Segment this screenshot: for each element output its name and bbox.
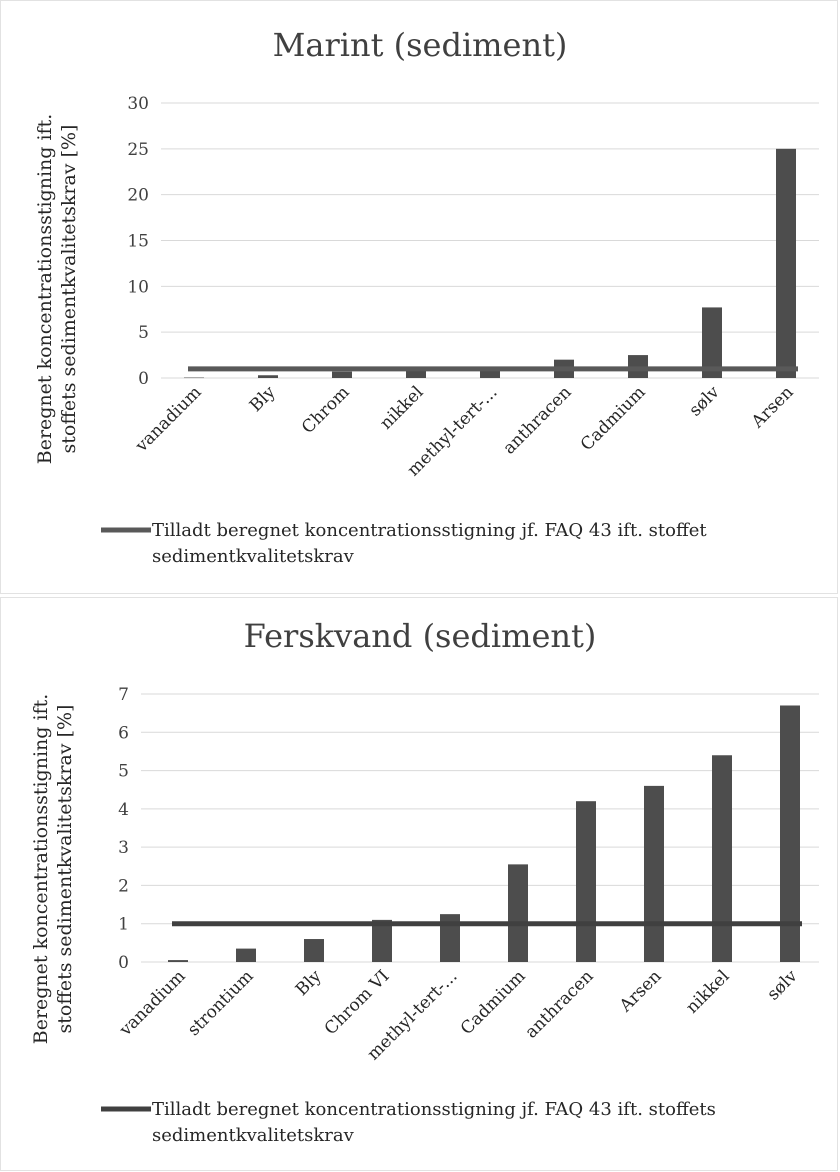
x-tick-label-anthracen: anthracen [521, 966, 597, 1042]
y-tick-label: 6 [118, 723, 129, 743]
x-tick-label-arsen: Arsen [747, 382, 797, 432]
chart-panel-ferskvand: Ferskvand (sediment) 0 1 2 3 4 5 6 7 Beregnet kon… [0, 597, 838, 1171]
bar-bly [258, 375, 278, 378]
y-tick-label: 15 [127, 232, 149, 252]
x-tick-label-chrom-vi: Chrom VI [321, 966, 394, 1039]
y-tick-label: 5 [118, 762, 129, 782]
x-tick-label-strontium: strontium [184, 966, 258, 1040]
y-tick-label: 0 [138, 369, 149, 389]
bar-arsen [776, 148, 796, 378]
x-tick-label-nikkel: nikkel [682, 966, 733, 1017]
bar-nikkel [406, 369, 426, 378]
bar-sølv [702, 307, 722, 378]
bar-vanadium [168, 960, 188, 962]
bar-anthracen [576, 801, 596, 962]
bar-vanadium [184, 377, 204, 379]
chart-marint: Marint (sediment) 0 5 10 15 20 25 30 Beregnet ko… [34, 26, 819, 567]
bar-strontium [236, 948, 256, 962]
x-tick-label-chrom: Chrom [298, 382, 353, 437]
bar-sølv [780, 705, 800, 962]
chart-title: Ferskvand (sediment) [244, 617, 597, 655]
y-tick-label: 4 [118, 800, 129, 820]
chart-title: Marint (sediment) [273, 26, 568, 64]
y-axis-label: Beregnet koncentrationsstigning ift. stof… [30, 694, 76, 1045]
x-tick-label-bly: Bly [246, 382, 280, 416]
y-tick-label: 5 [138, 323, 149, 343]
chart-panel-marint: Marint (sediment) 0 5 10 15 20 25 30 Beregnet ko… [0, 0, 838, 594]
y-tick-label: 7 [118, 685, 129, 705]
y-tick-label: 30 [127, 94, 149, 114]
y-tick-label: 20 [127, 186, 149, 206]
bar-arsen [644, 785, 664, 962]
x-tick-label-sølv: sølv [763, 966, 801, 1004]
x-tick-label-sølv: sølv [685, 382, 723, 420]
x-tick-label-arsen: Arsen [615, 966, 665, 1016]
bar-bly [304, 939, 324, 962]
x-tick-label-anthracen: anthracen [499, 382, 575, 458]
x-tick-label-bly: Bly [292, 966, 326, 1000]
y-tick-label: 3 [118, 838, 129, 858]
bar-chrom-vi [372, 919, 392, 962]
y-tick-label: 25 [127, 140, 149, 160]
bar-cadmium [508, 864, 528, 962]
y-tick-label: 10 [127, 277, 149, 297]
x-tick-label-cadmium: Cadmium [457, 966, 530, 1039]
legend-label: Tilladt beregnet koncentrationsstigning … [152, 1099, 716, 1146]
bar-chrom [332, 371, 352, 378]
x-tick-label-cadmium: Cadmium [577, 382, 650, 455]
y-tick-label: 0 [118, 953, 129, 973]
x-tick-label-vanadium: vanadium [115, 966, 189, 1040]
x-tick-label-vanadium: vanadium [131, 382, 205, 456]
bar-methyl-tert [480, 368, 500, 378]
y-axis-label: Beregnet koncentrationsstigning ift. stof… [34, 114, 80, 465]
chart-ferskvand: Ferskvand (sediment) 0 1 2 3 4 5 6 7 Beregnet kon… [30, 617, 819, 1146]
x-tick-label-nikkel: nikkel [376, 382, 427, 433]
legend-label: Tilladt beregnet koncentrationsstigning … [152, 520, 707, 567]
y-tick-label: 1 [118, 915, 129, 935]
y-tick-label: 2 [118, 876, 129, 896]
bar-nikkel [712, 755, 732, 962]
